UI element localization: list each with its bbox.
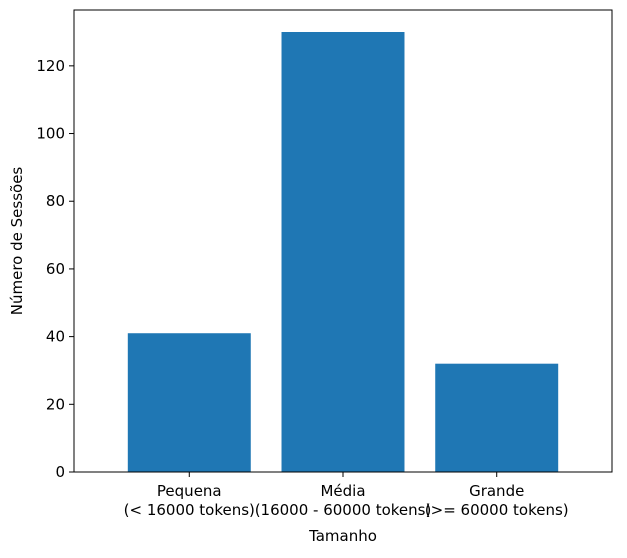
x-tick-label-1-1: (16000 - 60000 tokens) xyxy=(255,501,432,519)
y-tick-label-6: 120 xyxy=(36,57,65,75)
y-tick-label-4: 80 xyxy=(46,192,65,210)
y-axis: 0 20 40 60 80 100 120 xyxy=(36,57,74,481)
y-tick-label-5: 100 xyxy=(36,125,65,143)
x-axis: Pequena(< 16000 tokens) Média(16000 - 600… xyxy=(124,472,569,519)
bars-layer xyxy=(127,32,559,472)
y-tick-label-2: 40 xyxy=(46,328,65,346)
y-tick-label-1: 20 xyxy=(46,395,65,413)
x-tick-label-2-0: Grande xyxy=(469,482,524,500)
x-tick-label-0-1: (< 16000 tokens) xyxy=(124,501,255,519)
plot-frame xyxy=(73,9,613,473)
x-axis-title: Tamanho xyxy=(308,527,377,545)
x-tick-label-0-0: Pequena xyxy=(157,482,222,500)
x-tick-label-1-0: Média xyxy=(320,482,365,500)
bar-2 xyxy=(435,363,559,472)
bar-1 xyxy=(281,32,405,472)
y-tick-label-3: 60 xyxy=(46,260,65,278)
bar-0 xyxy=(127,333,251,472)
y-axis-title: Número de Sessões xyxy=(8,167,26,316)
x-tick-label-2-1: (>= 60000 tokens) xyxy=(425,501,569,519)
y-tick-label-0: 0 xyxy=(55,463,65,481)
